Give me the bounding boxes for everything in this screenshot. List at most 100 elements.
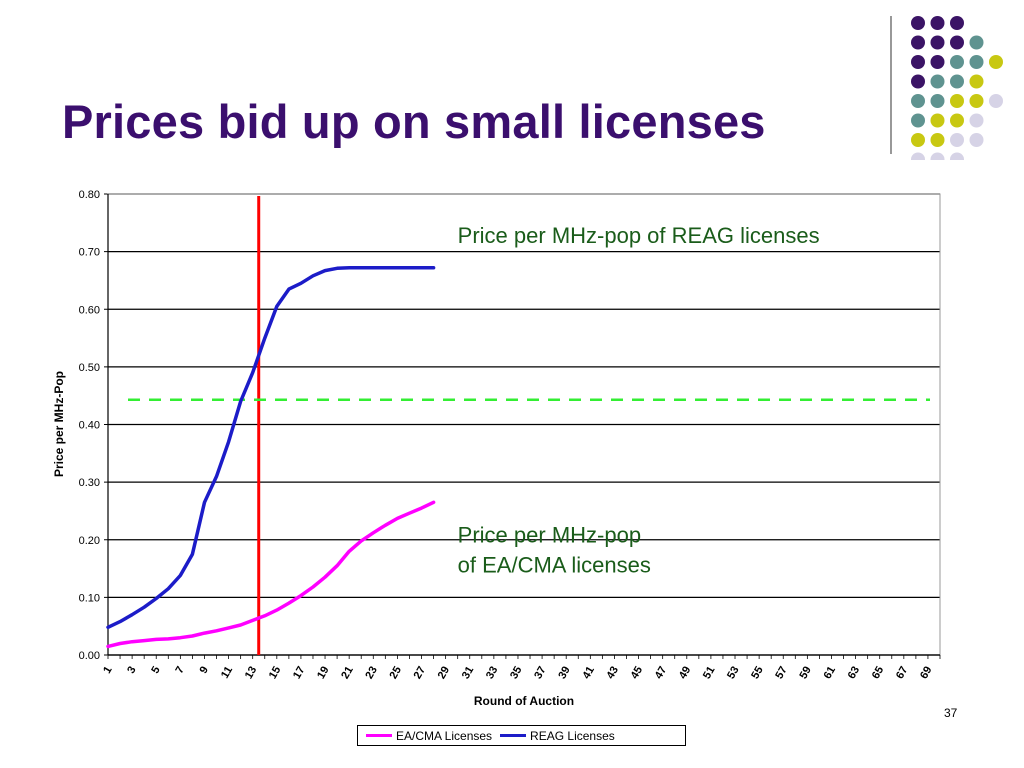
y-tick-labels: 0.00 0.10 0.20 0.30 0.40 0.50 0.60 0.70 0.80 [79, 189, 100, 662]
x-tick-label: 57 [773, 665, 790, 682]
decoration-dot [950, 74, 964, 89]
axes [104, 193, 941, 659]
decoration-dot [930, 152, 945, 160]
x-axis-label: Round of Auction [474, 694, 574, 708]
decoration-dot [911, 133, 925, 147]
x-tick-label: 59 [797, 665, 814, 682]
decoration-dot [911, 94, 925, 108]
x-tick-label: 29 [436, 665, 453, 682]
decoration-dot [969, 74, 984, 89]
decoration-dot [950, 94, 964, 108]
decoration-dot [911, 74, 925, 89]
y-tick-label: 0.30 [79, 477, 100, 489]
x-tick-label: 43 [605, 665, 622, 682]
x-tick-label: 35 [508, 665, 525, 682]
legend-item-reag: REAG Licenses [500, 729, 615, 743]
legend-swatch-reag [500, 734, 527, 737]
x-tick-label: 41 [580, 665, 597, 682]
reference-lines [128, 196, 930, 655]
x-tick-label: 53 [725, 665, 742, 682]
x-tick-label: 21 [339, 665, 356, 682]
annotation-text: Price per MHz-pop [458, 523, 641, 548]
decoration-dot [989, 94, 1003, 108]
decoration-dot [989, 55, 1003, 69]
decoration-dot [911, 152, 925, 160]
x-tick-labels: 1 3 5 7 9 11 13 15 17 19 21 23 25 27 29 31 33 35 37 39 41 43 4… [101, 665, 934, 682]
decoration-dot [969, 35, 984, 50]
decoration-dot [930, 113, 945, 128]
decoration-dot [930, 133, 945, 147]
slide-title: Prices bid up on small licenses [62, 95, 766, 148]
x-tick-label: 9 [198, 665, 211, 676]
decoration-dot [930, 35, 945, 50]
x-tick-label: 55 [749, 665, 766, 682]
x-tick-label: 69 [918, 665, 935, 682]
decoration-dot [969, 55, 984, 69]
x-tick-label: 11 [219, 665, 235, 681]
annotations: Price per MHz-pop of REAG licenses Price … [458, 223, 820, 578]
series-line-ea-cma [106, 500, 436, 649]
x-tick-label: 45 [629, 665, 646, 682]
decoration-dot [911, 16, 925, 30]
x-tick-label: 49 [677, 665, 694, 682]
x-tick-label: 15 [267, 665, 284, 682]
x-tick-label: 31 [460, 665, 477, 682]
decoration-dot [969, 94, 984, 108]
series-lines [106, 266, 436, 649]
x-tick-label: 1 [101, 665, 114, 676]
decoration-dot [911, 35, 925, 50]
x-tick-label: 63 [846, 665, 863, 682]
x-tick-label: 7 [173, 665, 186, 676]
decoration-dot [950, 16, 964, 30]
x-tick-label: 3 [125, 665, 138, 676]
x-tick-label: 61 [822, 665, 839, 682]
y-tick-label: 0.60 [79, 304, 100, 316]
legend-swatch-ea-cma [366, 734, 392, 737]
x-tick-label: 19 [315, 665, 332, 682]
legend-item-ea-cma: EA/CMA Licenses [366, 729, 492, 743]
y-tick-label: 0.50 [79, 362, 100, 374]
y-tick-label: 0.40 [79, 420, 100, 432]
annotation-text: Price per MHz-pop of REAG licenses [458, 223, 820, 248]
x-tick-label: 23 [363, 665, 380, 682]
decoration-dot [950, 113, 964, 128]
decoration-dot [950, 55, 964, 69]
chart-legend: EA/CMA Licenses REAG Licenses [357, 725, 686, 746]
y-tick-label: 0.20 [79, 535, 100, 547]
decoration-dot [930, 16, 945, 30]
y-tick-label: 0.10 [79, 592, 100, 604]
x-tick-label: 37 [532, 665, 549, 682]
y-tick-label: 0.70 [79, 247, 100, 259]
x-tick-label: 25 [387, 665, 404, 682]
x-tick-label: 17 [291, 665, 308, 682]
x-tick-label: 51 [701, 665, 718, 682]
decoration-dot [911, 55, 925, 69]
y-axis-label: Price per MHz-Pop [52, 371, 66, 477]
annotation-text: of EA/CMA licenses [458, 553, 651, 578]
corner-dot-decoration [890, 16, 1003, 160]
x-tick-label: 5 [149, 665, 162, 676]
decoration-dot [950, 152, 964, 160]
decoration-dot [969, 133, 984, 147]
legend-label-ea-cma: EA/CMA Licenses [396, 728, 493, 743]
decoration-dot [950, 35, 964, 50]
decoration-dot [969, 113, 984, 128]
x-tick-label: 13 [243, 665, 260, 682]
page-number: 37 [944, 706, 958, 720]
x-tick-label: 67 [894, 665, 911, 682]
y-tick-label: 0.00 [79, 650, 100, 662]
decoration-dot [950, 133, 964, 147]
x-tick-label: 39 [556, 665, 573, 682]
decoration-dot [911, 113, 925, 128]
series-line-reag [106, 266, 436, 630]
y-tick-label: 0.80 [79, 189, 100, 201]
x-tick-label: 27 [412, 665, 429, 682]
x-tick-label: 65 [870, 665, 887, 682]
x-tick-label: 47 [653, 665, 670, 682]
x-tick-label: 33 [484, 665, 501, 682]
decoration-dot [930, 55, 945, 69]
legend-label-reag: REAG Licenses [530, 728, 615, 743]
decoration-dot [930, 94, 945, 108]
decoration-dot [930, 74, 945, 89]
